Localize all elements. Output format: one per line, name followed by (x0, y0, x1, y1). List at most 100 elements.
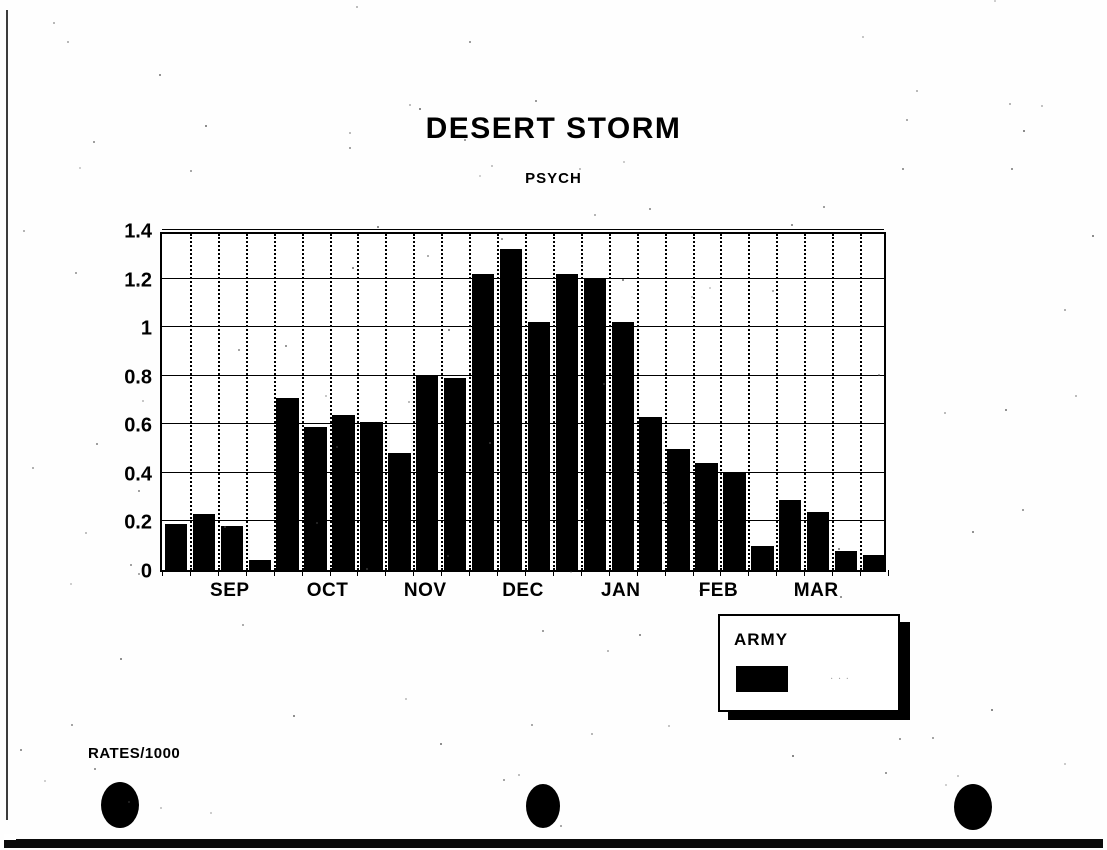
bar (667, 448, 690, 570)
scan-speck (792, 755, 794, 757)
scan-speck (79, 167, 81, 169)
scan-speck (862, 36, 864, 38)
x-axis-tick (301, 570, 303, 576)
x-tick-label: MAR (793, 580, 839, 601)
scan-speck (53, 22, 55, 24)
gridline-vertical (692, 234, 695, 570)
gridline-vertical (664, 234, 667, 570)
scan-speck (663, 502, 665, 504)
bar (527, 322, 551, 570)
scan-speck (570, 571, 572, 573)
gridline-vertical (217, 234, 220, 570)
scan-speck (405, 698, 407, 700)
scan-speck (649, 208, 651, 210)
x-axis-tick (720, 570, 722, 576)
scan-speck (71, 724, 73, 726)
scan-speck (303, 269, 305, 271)
scan-speck (138, 490, 140, 492)
scan-speck (67, 41, 69, 43)
y-tick-label: 0.4 (124, 463, 152, 486)
x-axis-tick (636, 570, 638, 576)
gridline-horizontal (162, 326, 884, 328)
scan-speck (878, 374, 880, 376)
scan-speck (93, 141, 95, 143)
bar (220, 526, 243, 570)
scan-speck (138, 573, 140, 575)
gridline-vertical (413, 234, 416, 570)
y-tick-label: 0.2 (124, 511, 152, 534)
scan-speck (916, 90, 918, 92)
scan-speck (491, 165, 493, 167)
scan-speck (242, 624, 244, 626)
scan-speck (906, 119, 908, 121)
x-axis-tick (497, 570, 499, 576)
bar (862, 555, 886, 570)
x-axis-tick (329, 570, 331, 576)
bar-series-army (162, 234, 889, 576)
bar (639, 417, 662, 570)
y-tick-label: 1 (140, 317, 152, 340)
scan-speck (542, 630, 544, 632)
scan-speck (427, 255, 429, 257)
gridline-vertical (273, 234, 276, 570)
scan-speck (366, 568, 368, 570)
bar (499, 249, 523, 570)
x-axis-tick (245, 570, 247, 576)
scan-speck (336, 446, 338, 448)
bar (834, 550, 858, 570)
gridline-vertical (469, 234, 472, 570)
scan-speck (70, 583, 72, 585)
scan-speck (349, 147, 351, 149)
punch-hole-mark (954, 784, 992, 830)
x-axis-tick (692, 570, 694, 576)
scan-speck (639, 634, 641, 636)
x-axis-tick (189, 570, 191, 576)
x-axis-tick (273, 570, 275, 576)
gridlines (162, 229, 884, 570)
x-axis-tick (217, 570, 219, 576)
rates-label: RATES/1000 (88, 745, 181, 762)
gridline-vertical (301, 234, 304, 570)
bar (779, 499, 802, 570)
scan-speck (469, 41, 471, 43)
scan-speck (1092, 235, 1094, 237)
x-axis-tick (580, 570, 582, 576)
scan-speck (316, 522, 318, 524)
scan-speck (840, 596, 842, 598)
gridline-vertical (497, 234, 500, 570)
plot-area (160, 229, 889, 576)
scan-speck (518, 774, 520, 776)
punch-hole-mark (101, 782, 139, 828)
gridline-horizontal (162, 277, 884, 279)
gridline-vertical (441, 234, 444, 570)
scan-speck (130, 564, 132, 566)
scan-speck (579, 168, 581, 170)
scan-speck (932, 737, 934, 739)
bar (192, 514, 216, 570)
x-axis-tick (832, 570, 834, 576)
gridline-vertical (720, 234, 723, 570)
scan-speck (120, 658, 122, 660)
x-axis-tick (860, 570, 862, 576)
scan-speck (32, 467, 34, 469)
scan-speck (991, 709, 993, 711)
scan-speck (137, 285, 139, 287)
x-axis-tick (441, 570, 443, 576)
legend: ARMY · · · (718, 614, 900, 712)
scan-speck (586, 509, 588, 511)
scan-speck (489, 442, 491, 444)
scan-speck (772, 290, 774, 292)
x-axis-tick (525, 570, 526, 576)
scan-speck (1005, 409, 1007, 411)
gridline-vertical (636, 234, 639, 570)
scan-speck (447, 555, 449, 557)
scan-speck (160, 807, 162, 809)
scan-speck (791, 224, 793, 226)
x-axis-tick (748, 570, 750, 576)
scan-speck (899, 738, 901, 740)
scan-speck (377, 226, 379, 228)
x-axis-tick (385, 570, 387, 576)
scan-speck (1023, 130, 1025, 132)
scan-speck (945, 784, 947, 786)
